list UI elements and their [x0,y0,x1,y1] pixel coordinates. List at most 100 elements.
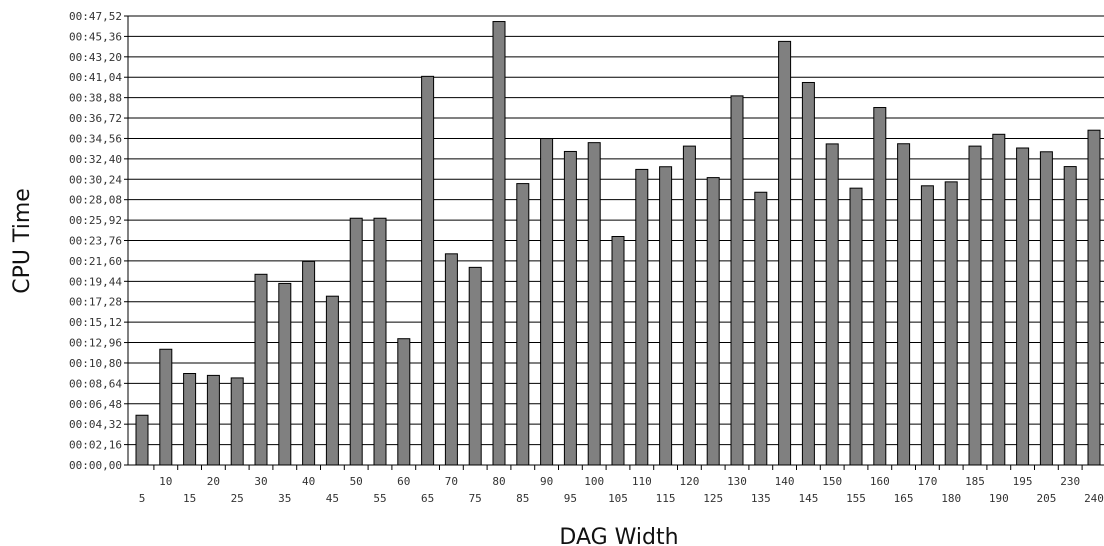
y-tick-label: 00:10,80 [69,357,122,370]
x-tick-label: 125 [703,492,723,505]
y-tick-label: 00:17,28 [69,296,122,309]
x-tick-label: 135 [751,492,771,505]
bar [516,183,530,466]
bar [801,81,815,466]
y-tick-label: 00:47,52 [69,10,122,23]
x-tick-label: 10 [159,475,172,488]
y-tick-label: 00:15,12 [69,316,122,329]
x-tick-label: 35 [278,492,291,505]
bar [206,374,220,466]
bar [230,377,244,466]
y-tick-label: 00:43,20 [69,51,122,64]
x-tick-label: 50 [350,475,363,488]
bar [254,273,268,466]
x-tick-label: 180 [941,492,961,505]
y-tick-label: 00:32,40 [69,153,122,166]
bar [325,295,339,466]
y-tick-label: 00:25,92 [69,214,122,227]
bar [1063,166,1077,466]
x-tick-label: 190 [989,492,1009,505]
bar [563,150,577,466]
bar [302,260,316,466]
bar [920,185,934,466]
bar [944,181,958,466]
bar [849,187,863,466]
bar [349,217,363,466]
y-tick-labels: 00:00,00 00:02,16 00:04,32 00:06,48 00:08,64… [69,10,122,472]
x-tick-label: 100 [584,475,604,488]
y-tick-label: 00:28,08 [69,194,122,207]
y-tick-label: 00:36,72 [69,112,122,125]
bar [659,166,673,466]
x-tick-label: 115 [656,492,676,505]
x-tick-label: 205 [1036,492,1056,505]
bar [968,145,982,466]
y-tick-label: 00:08,64 [69,377,122,390]
bar [730,95,744,466]
bar [397,338,411,466]
bar [897,143,911,466]
y-tick-label: 00:06,48 [69,398,122,411]
bar [992,133,1006,466]
x-tick-label: 240 [1084,492,1104,505]
bar [444,253,458,466]
y-tick-label: 00:34,56 [69,132,122,145]
y-axis-label: CPU Time [10,188,35,294]
y-tick-label: 00:21,60 [69,255,122,268]
y-tick-label: 00:41,04 [69,71,122,84]
x-tick-label: 150 [822,475,842,488]
x-tick-label: 95 [564,492,577,505]
bar [635,168,649,466]
x-tick-label: 90 [540,475,553,488]
x-tick-label: 55 [373,492,386,505]
y-tick-label: 00:04,32 [69,418,122,431]
bar [183,373,197,466]
x-tick-label: 145 [798,492,818,505]
bar [421,75,435,466]
bar [706,177,720,466]
x-tick-label: 130 [727,475,747,488]
x-axis-label: DAG Width [559,525,678,546]
bar [873,107,887,466]
x-tick-label: 25 [231,492,244,505]
x-tick-label: 20 [207,475,220,488]
bar [682,145,696,466]
bar [1016,147,1030,466]
x-tick-label: 40 [302,475,315,488]
y-tick-label: 00:19,44 [69,275,122,288]
bar [278,282,292,466]
bar [468,266,482,466]
x-tick-label: 195 [1013,475,1033,488]
bar [1087,129,1101,466]
bar [492,21,506,466]
y-tick-label: 00:00,00 [69,459,122,472]
bar [135,414,149,466]
x-tick-labels: 5 10 15 20 25 30 35 40 45 50 55 60 65 70 75 80 85 90 95 100… [139,465,1104,505]
bar [611,236,625,466]
x-tick-label: 140 [775,475,795,488]
bar [159,348,173,466]
x-tick-label: 155 [846,492,866,505]
y-tick-label: 00:38,88 [69,92,122,105]
bars [135,21,1101,466]
y-tick-label: 00:12,96 [69,337,122,350]
x-tick-label: 230 [1060,475,1080,488]
bar [754,191,768,466]
x-tick-label: 105 [608,492,628,505]
bar [373,217,387,466]
bar [825,143,839,466]
bar [778,40,792,466]
x-tick-label: 110 [632,475,652,488]
x-tick-label: 120 [679,475,699,488]
y-tick-label: 00:30,24 [69,173,122,186]
y-tick-label: 00:23,76 [69,235,122,248]
x-tick-label: 170 [917,475,937,488]
x-tick-label: 85 [516,492,529,505]
y-tick-label: 00:02,16 [69,439,122,452]
x-tick-label: 185 [965,475,985,488]
x-tick-label: 30 [254,475,267,488]
x-tick-label: 5 [139,492,146,505]
x-tick-label: 160 [870,475,890,488]
bar [587,142,601,466]
